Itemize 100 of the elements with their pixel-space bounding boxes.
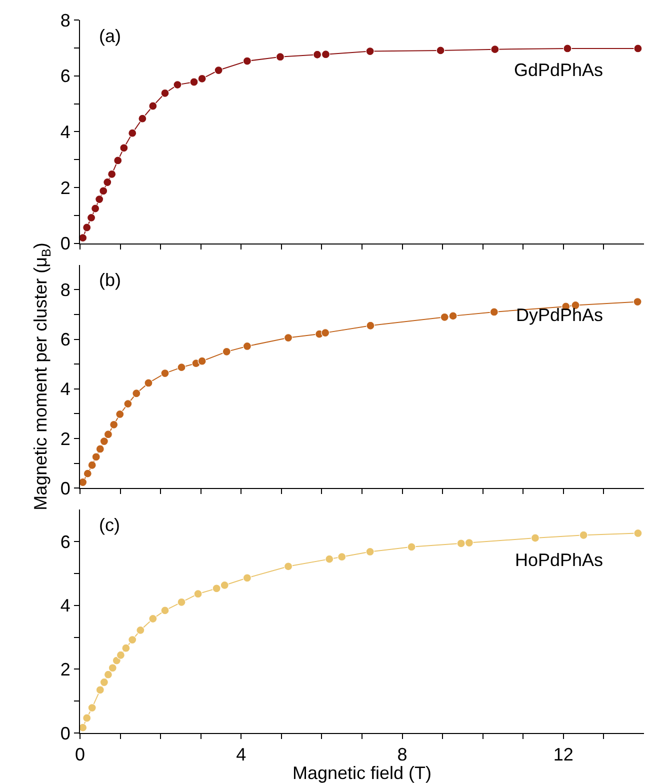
y-tick-label: 0 [60, 478, 70, 499]
y-tick-label: 6 [60, 66, 70, 86]
point [83, 469, 92, 478]
point [148, 614, 158, 624]
y-tick-label: 2 [60, 659, 70, 680]
point [214, 66, 223, 75]
point [110, 420, 118, 429]
point [222, 347, 231, 356]
point [325, 554, 334, 564]
point [138, 114, 147, 123]
point [312, 50, 322, 59]
point [116, 650, 125, 660]
annotation: (c) [99, 515, 120, 535]
point [88, 460, 96, 470]
point [436, 46, 445, 55]
y-tick-label: 4 [60, 596, 70, 616]
y-tick-label: 0 [60, 723, 70, 744]
point [114, 156, 122, 165]
point [78, 234, 88, 242]
point [91, 204, 100, 213]
point [464, 538, 474, 548]
point [448, 312, 458, 320]
y-tick-label: 0 [60, 234, 70, 254]
annotation: DyPdPhAs [516, 305, 604, 325]
y-tick-label: 4 [60, 122, 70, 142]
point [530, 534, 540, 542]
point [194, 590, 202, 598]
point [128, 636, 137, 644]
annotation: GdPdPhAs [514, 60, 604, 80]
annotation: HoPdPhAs [515, 550, 604, 570]
point [104, 430, 112, 439]
point [242, 574, 252, 582]
x-tick-label: 4 [236, 744, 246, 765]
point [198, 356, 206, 366]
point [160, 88, 170, 98]
point [144, 378, 153, 388]
point [634, 528, 642, 538]
point [136, 626, 145, 635]
point [96, 444, 104, 454]
point [122, 644, 130, 652]
point [108, 170, 116, 178]
annotation: (b) [99, 270, 121, 290]
y-tick-label: 8 [60, 10, 70, 30]
point [242, 56, 252, 66]
point [490, 308, 498, 316]
point [82, 223, 92, 232]
point [148, 102, 158, 110]
x-axis-title: Magnetic field (T) [292, 763, 432, 783]
point [633, 297, 642, 306]
point [456, 539, 466, 548]
point [366, 46, 374, 56]
y-tick-label: 6 [60, 330, 70, 350]
point [190, 78, 198, 86]
point [198, 74, 206, 83]
point [86, 213, 96, 222]
x-tick-label: 8 [397, 744, 408, 765]
point [284, 562, 293, 571]
point [120, 144, 128, 152]
point [160, 606, 170, 615]
point [108, 664, 117, 672]
point [128, 128, 137, 138]
point [95, 194, 104, 204]
point [634, 44, 642, 53]
point [242, 342, 252, 351]
x-tick-label: 12 [553, 744, 574, 765]
x-tick-label: 0 [74, 744, 86, 765]
annotation: (a) [99, 26, 121, 46]
point [92, 452, 100, 462]
point [82, 714, 92, 722]
point [132, 389, 141, 398]
point [212, 584, 221, 593]
point [88, 703, 96, 712]
point [104, 670, 112, 679]
point [100, 436, 108, 446]
point [407, 542, 416, 552]
point [78, 478, 88, 487]
point [160, 368, 170, 378]
point [78, 723, 88, 732]
point [563, 44, 572, 53]
point [321, 328, 330, 338]
point [96, 686, 104, 694]
point [100, 678, 108, 687]
point [124, 400, 132, 408]
point [490, 45, 500, 54]
point [177, 363, 186, 372]
point [276, 52, 285, 62]
point [366, 321, 375, 330]
point [173, 80, 182, 90]
point [103, 178, 112, 187]
y-tick-label: 4 [60, 379, 70, 400]
point [440, 312, 449, 322]
point [321, 50, 330, 59]
point [220, 580, 229, 590]
point [99, 186, 108, 196]
point [366, 547, 374, 556]
point [579, 530, 588, 540]
point [177, 598, 186, 606]
point [338, 552, 346, 562]
y-tick-label: 2 [60, 428, 70, 449]
y-tick-label: 6 [60, 532, 70, 552]
